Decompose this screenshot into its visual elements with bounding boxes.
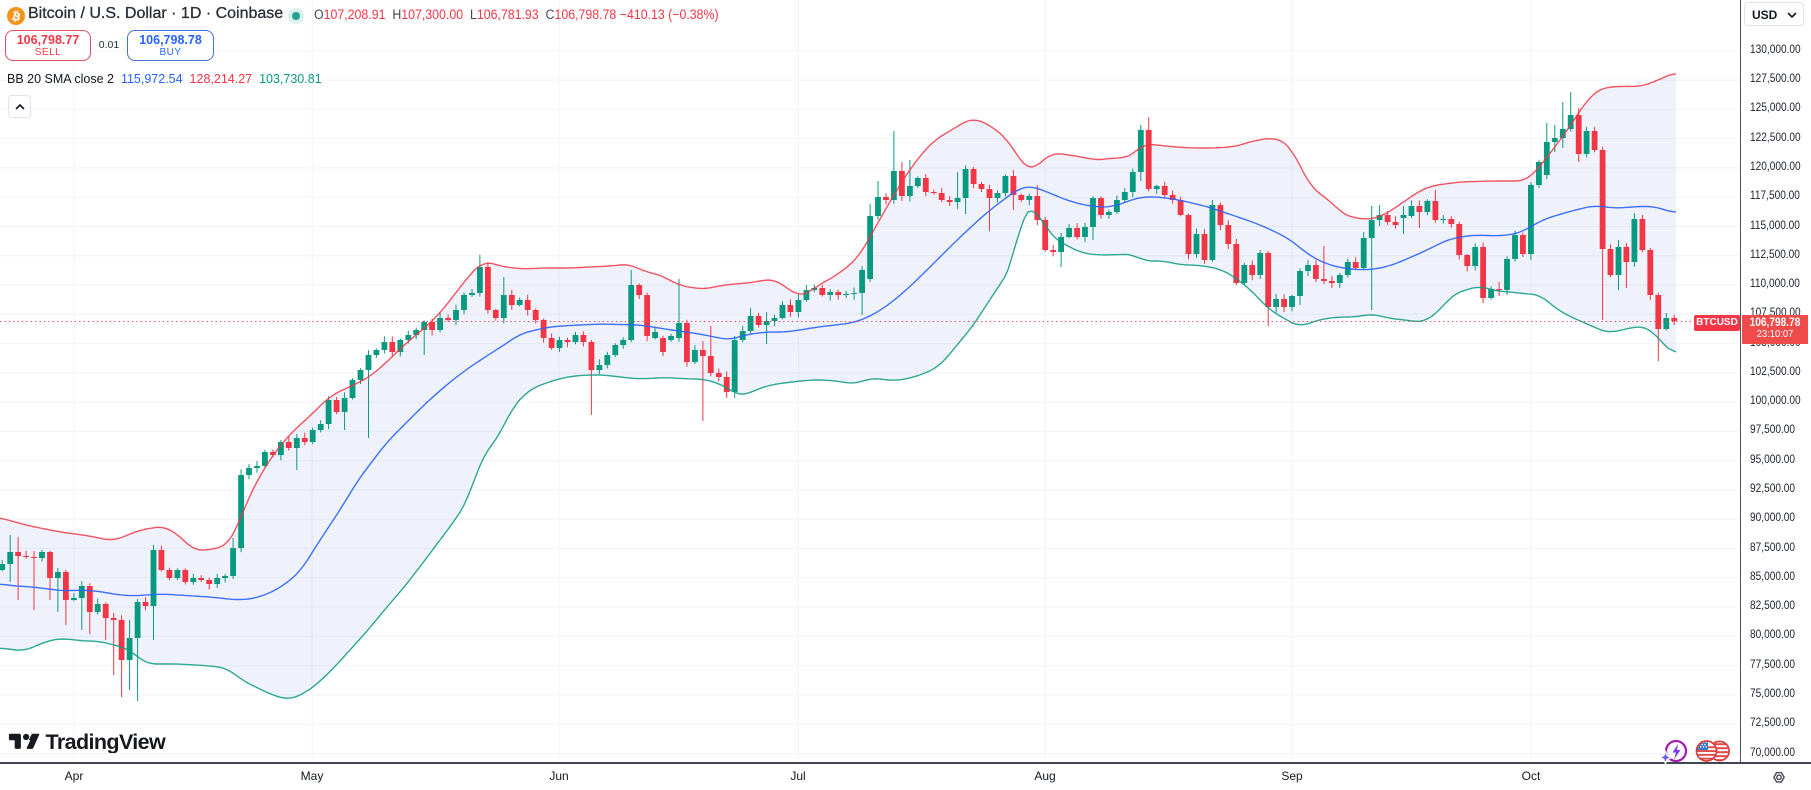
svg-text:TradingView: TradingView [46, 730, 167, 753]
